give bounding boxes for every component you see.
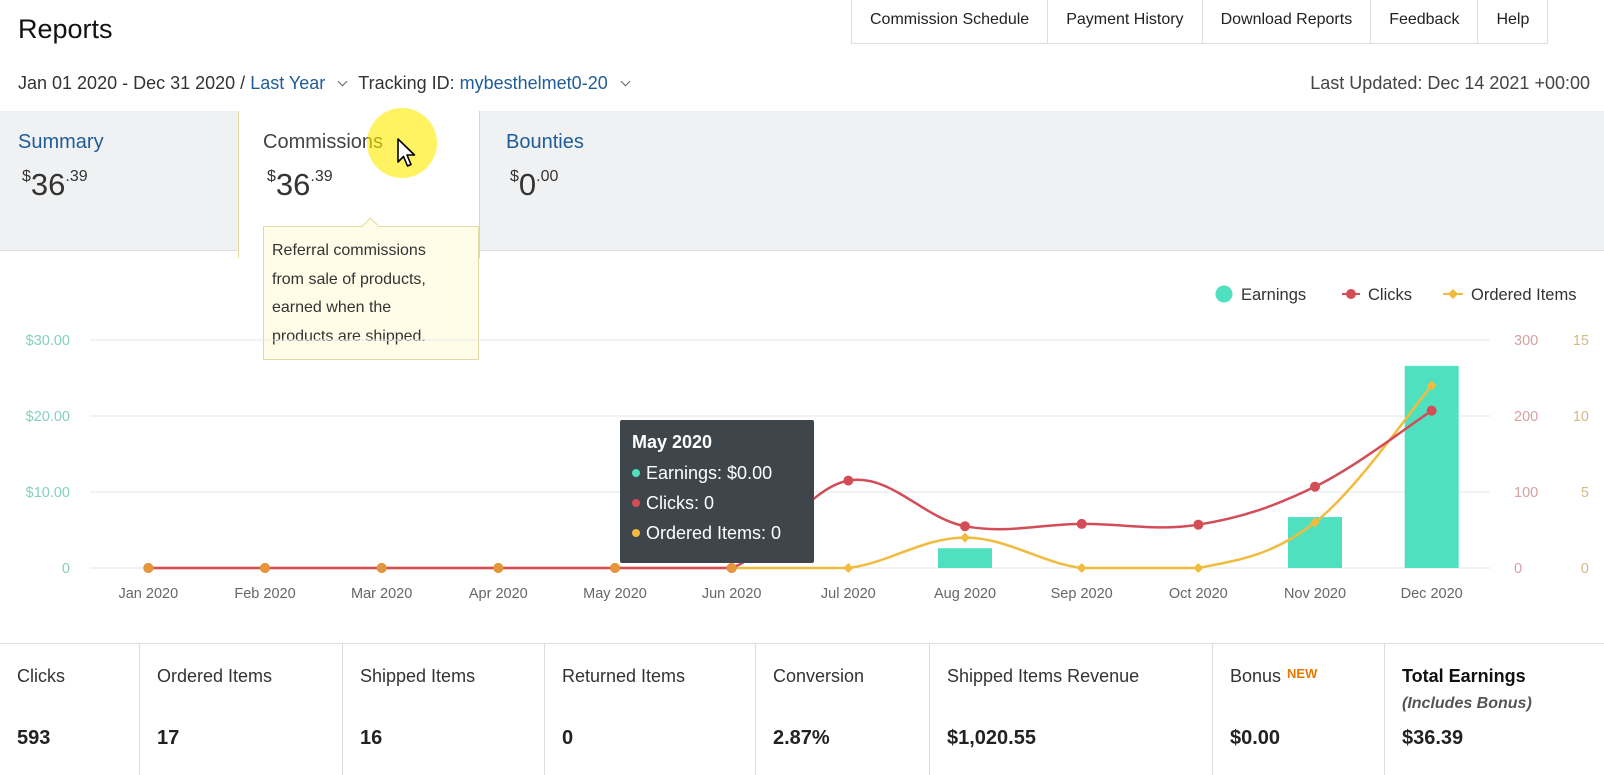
left-tick-label: $30.00 — [26, 333, 70, 349]
overlap-point — [726, 563, 737, 573]
overlap-point — [376, 563, 387, 573]
ordered-items-point — [1426, 380, 1437, 391]
tab-bounties-label[interactable]: Bounties — [506, 131, 584, 153]
overlap-point — [610, 563, 620, 573]
clicks-point — [1193, 519, 1204, 530]
period-dropdown[interactable]: Last Year — [250, 73, 326, 93]
tooltip-line: Referral commissions — [272, 242, 426, 259]
x-tick-label: May 2020 — [583, 586, 647, 602]
clicks-tick-label: 0 — [1514, 561, 1522, 577]
stat-returned-items: Returned Items 0 — [545, 644, 756, 775]
items-tick-label: 5 — [1581, 485, 1589, 501]
x-tick-label: Dec 2020 — [1401, 586, 1463, 602]
tab-bounties[interactable]: Bounties $0.00 — [485, 111, 723, 251]
tab-commissions-label[interactable]: Commissions — [263, 131, 384, 153]
top-nav: Commission Schedule Payment History Down… — [851, 0, 1549, 44]
summary-amount: $36.39 — [22, 167, 88, 202]
stat-ordered-items: Ordered Items 17 — [140, 644, 343, 775]
report-tabs: Summary $36.39 Commissions $36.39 Bounti… — [0, 111, 1604, 258]
clicks-point — [843, 475, 854, 486]
clicks-dot — [632, 499, 640, 507]
bounties-amount: $0.00 — [510, 167, 559, 202]
earnings-dot — [632, 469, 640, 477]
x-tick-label: Nov 2020 — [1284, 586, 1346, 602]
stat-conversion: Conversion 2.87% — [756, 644, 930, 775]
legend-earnings-marker — [1215, 285, 1233, 303]
overlap-point — [143, 563, 154, 573]
legend-clicks-marker — [1346, 289, 1356, 299]
nav-help[interactable]: Help — [1478, 0, 1549, 43]
commissions-amount: $36.39 — [267, 167, 333, 202]
mouse-pointer-icon — [397, 138, 416, 167]
page-title: Reports — [18, 14, 113, 44]
tab-summary-label[interactable]: Summary — [18, 131, 104, 153]
ordered-items-point — [960, 532, 970, 543]
earnings-chart: $30.00 $20.00 $10.00 0 300 200 100 0 15 10 5 0 Jan 2… — [26, 285, 1589, 602]
x-tick-label: Mar 2020 — [351, 586, 412, 602]
items-tick-label: 0 — [1581, 561, 1589, 577]
clicks-tick-label: 100 — [1514, 485, 1538, 501]
clicks-tick-label: 200 — [1514, 409, 1538, 425]
x-tick-label: Oct 2020 — [1169, 586, 1228, 602]
chevron-down-icon[interactable] — [337, 76, 348, 86]
clicks-point — [1310, 481, 1320, 492]
legend-clicks-label: Clicks — [1368, 286, 1412, 304]
left-tick-label: 0 — [62, 561, 70, 577]
stat-bonus: Bonus NEW $0.00 — [1213, 644, 1385, 775]
new-badge: NEW — [1287, 666, 1318, 681]
tooltip-title: May 2020 — [632, 432, 713, 452]
filter-bar: Jan 01 2020 - Dec 31 2020 / Last Year Tr… — [18, 73, 641, 94]
stat-shipped-items: Shipped Items 16 — [343, 644, 545, 775]
x-tick-label: Aug 2020 — [934, 586, 996, 602]
last-updated: Last Updated: Dec 14 2021 +00:00 — [1310, 73, 1590, 93]
ordered-items-point — [1076, 563, 1087, 573]
stat-clicks: Clicks 593 — [0, 644, 140, 775]
date-range: Jan 01 2020 - Dec 31 2020 / — [18, 73, 246, 93]
nav-feedback[interactable]: Feedback — [1371, 0, 1479, 43]
x-tick-label: Jan 2020 — [118, 586, 178, 602]
x-tick-label: Jun 2020 — [702, 586, 762, 602]
ordered-items-point — [1193, 563, 1204, 573]
ordered-items-point — [1310, 517, 1320, 528]
nav-payment-history[interactable]: Payment History — [1048, 0, 1203, 43]
tooltip-line: earned when the — [272, 299, 392, 316]
ordered-items-point — [843, 563, 854, 573]
tab-summary[interactable]: Summary $36.39 — [0, 111, 238, 251]
clicks-point — [1426, 405, 1437, 416]
clicks-point — [960, 521, 970, 532]
x-tick-label: Feb 2020 — [234, 586, 295, 602]
earnings-bar — [1404, 365, 1459, 568]
tooltip-line: from sale of products, — [272, 270, 426, 288]
overlap-point — [260, 563, 270, 573]
x-tick-label: Apr 2020 — [469, 586, 528, 602]
legend-earnings-label: Earnings — [1241, 286, 1306, 304]
left-tick-label: $10.00 — [26, 485, 70, 501]
stats-summary: Clicks 593 Ordered Items 17 Shipped Item… — [0, 643, 1604, 775]
overlap-point — [493, 563, 504, 573]
tracking-label: Tracking ID: — [358, 73, 455, 93]
legend-ordered-marker — [1448, 289, 1458, 299]
stat-total-earnings: Total Earnings (Includes Bonus) $36.39 — [1402, 666, 1532, 749]
x-tick-label: Sep 2020 — [1051, 586, 1113, 602]
stat-shipped-revenue: Shipped Items Revenue $1,020.55 — [930, 644, 1213, 775]
left-tick-label: $20.00 — [26, 409, 70, 425]
items-tick-label: 10 — [1573, 409, 1589, 425]
tracking-id-dropdown[interactable]: mybesthelmet0-20 — [459, 73, 608, 93]
items-tick-label: 15 — [1573, 333, 1589, 349]
tooltip-clicks: Clicks: 0 — [646, 493, 715, 513]
earnings-bar — [938, 548, 992, 568]
clicks-point — [1076, 518, 1087, 529]
chart-hover-tooltip: May 2020 Earnings: $0.00 Clicks: 0 Order… — [620, 420, 814, 563]
chevron-down-icon[interactable] — [620, 76, 631, 86]
nav-download-reports[interactable]: Download Reports — [1203, 0, 1372, 43]
tooltip-ordered: Ordered Items: 0 — [646, 523, 782, 543]
clicks-tick-label: 300 — [1514, 333, 1538, 349]
ordered-dot — [632, 529, 640, 537]
x-tick-label: Jul 2020 — [821, 586, 876, 602]
legend-ordered-label: Ordered Items — [1471, 286, 1576, 304]
tooltip-earnings: Earnings: $0.00 — [646, 463, 773, 483]
nav-commission-schedule[interactable]: Commission Schedule — [852, 0, 1049, 43]
commissions-info-tooltip: Referral commissions from sale of produc… — [263, 217, 479, 360]
